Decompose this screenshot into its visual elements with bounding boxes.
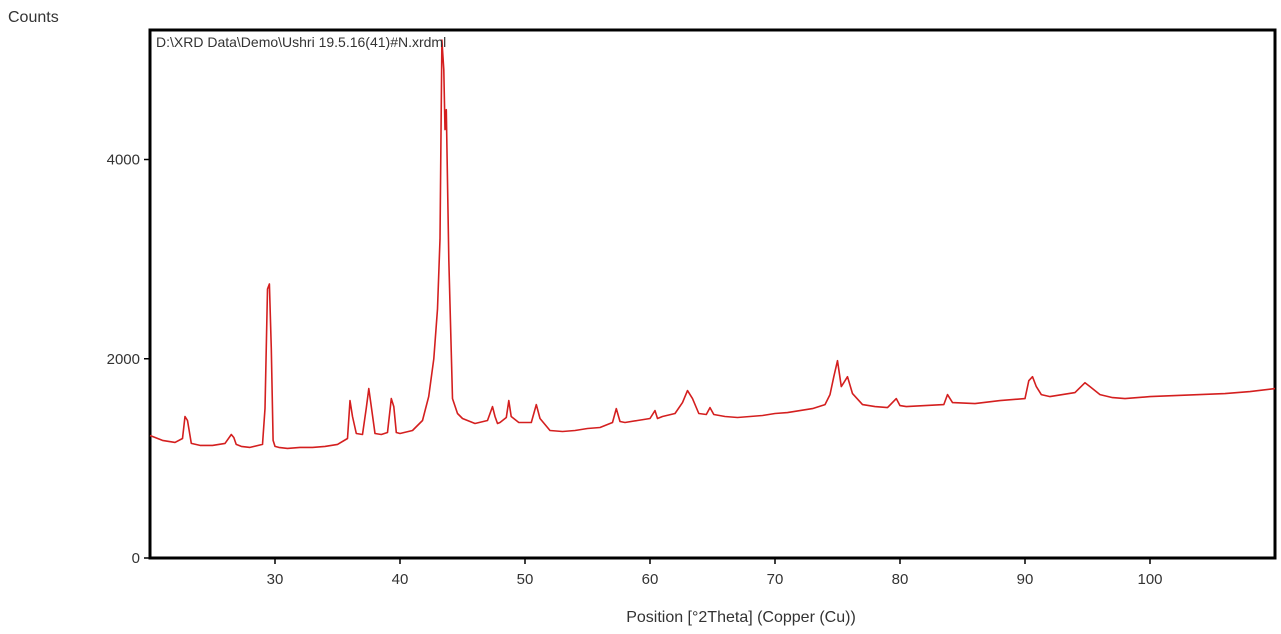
x-tick-label: 80 [892,571,909,588]
y-tick-label: 0 [132,550,140,567]
x-tick-label: 70 [767,571,784,588]
x-tick-label: 50 [517,571,534,588]
x-tick-label: 100 [1137,571,1162,588]
x-tick-label: 60 [642,571,659,588]
y-axis: 0 2000 4000 [107,152,150,567]
plot-frame [148,28,1277,560]
x-axis-title: Position [°2Theta] (Copper (Cu)) [626,609,856,626]
diffraction-pattern-line [149,39,1276,450]
x-tick-label: 90 [1017,571,1034,588]
x-axis: 30 40 50 60 70 80 90 100 [267,558,1163,588]
x-tick-label: 30 [267,571,284,588]
y-axis-title: Counts [8,9,59,26]
data-file-label: D:\XRD Data\Demo\Ushri 19.5.16(41)#N.xrd… [156,34,446,50]
y-tick-label: 4000 [107,152,140,169]
x-tick-label: 40 [392,571,409,588]
y-tick-label: 2000 [107,351,140,368]
